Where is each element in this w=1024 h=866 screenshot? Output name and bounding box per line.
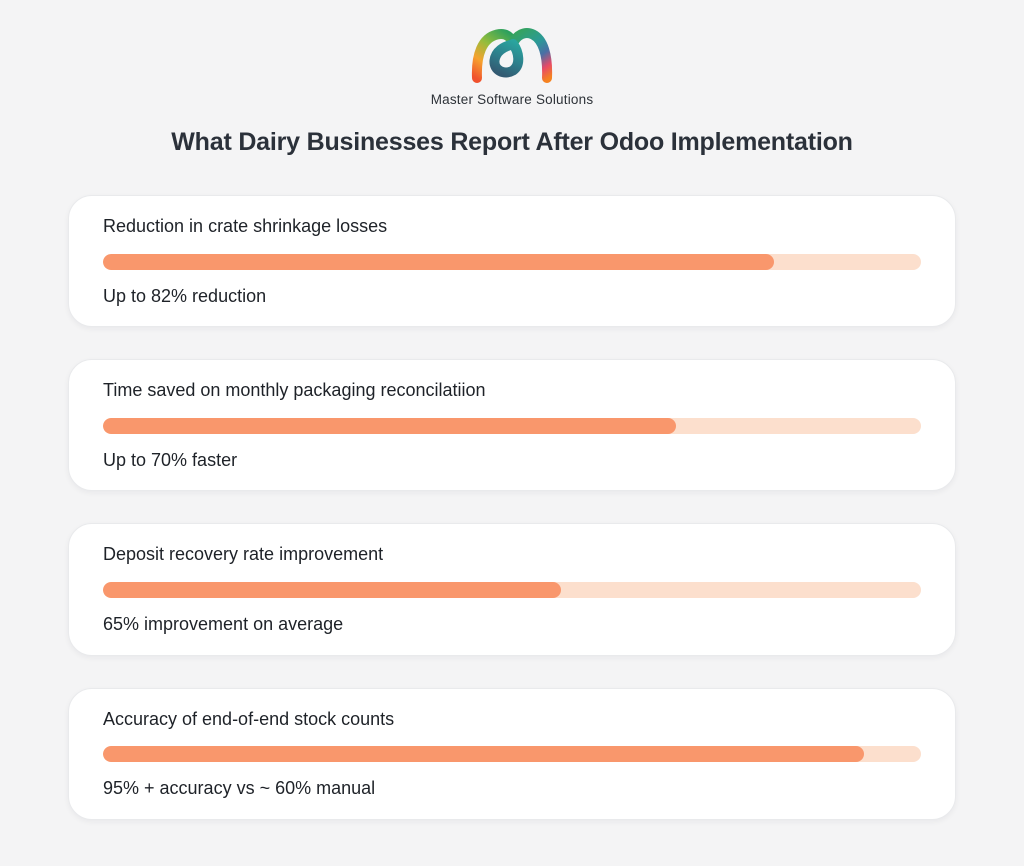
metric-label: Accuracy of end-of-end stock counts (103, 708, 395, 729)
metric-result: 65% improvement on average (103, 613, 344, 634)
metric-result: Up to 82% reduction (103, 285, 267, 306)
metric-cards: Reduction in crate shrinkage losses Up t… (68, 195, 956, 820)
page-title: What Dairy Businesses Report After Odoo … (171, 128, 853, 156)
progress-bar-fill (103, 581, 562, 598)
metric-label: Deposit recovery rate improvement (103, 544, 384, 565)
metric-card-deposit-recovery: Deposit recovery rate improvement 65% im… (68, 523, 956, 656)
progress-bar-fill (103, 253, 774, 270)
brand-logo-icon (471, 28, 553, 83)
metric-result: 95% + accuracy vs ~ 60% manual (103, 778, 376, 799)
metric-card-packaging-reconciliation: Time saved on monthly packaging reconcil… (68, 359, 956, 492)
metric-result: Up to 70% faster (103, 449, 238, 470)
metric-label: Reduction in crate shrinkage losses (103, 216, 388, 236)
progress-bar-track (103, 417, 921, 434)
infographic-page: Master Software Solutions What Dairy Bus… (0, 0, 1024, 820)
progress-bar-track (103, 253, 921, 270)
progress-bar-track (103, 746, 921, 763)
progress-bar-fill (103, 417, 676, 434)
progress-bar-fill (103, 746, 864, 763)
progress-bar-track (103, 581, 921, 598)
metric-card-crate-shrinkage: Reduction in crate shrinkage losses Up t… (68, 195, 956, 328)
metric-label: Time saved on monthly packaging reconcil… (103, 380, 486, 401)
metric-card-stock-count-accuracy: Accuracy of end-of-end stock counts 95% … (68, 687, 956, 820)
brand-name: Master Software Solutions (430, 92, 594, 107)
header: Master Software Solutions (0, 0, 1024, 107)
